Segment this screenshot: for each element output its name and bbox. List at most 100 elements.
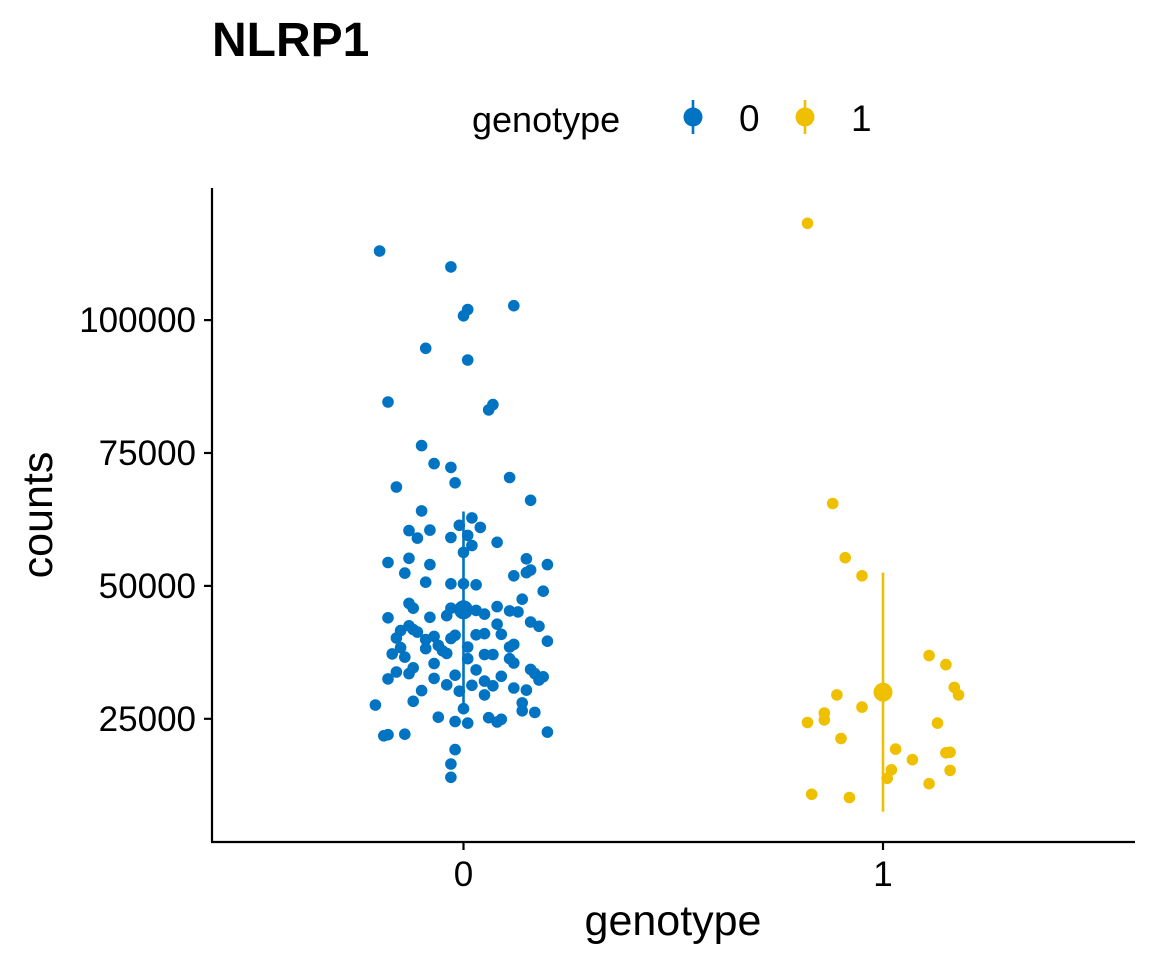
data-point-genotype-1 [835,732,847,745]
data-point-genotype-0 [382,396,394,408]
data-point-genotype-0 [508,657,520,669]
data-point-genotype-0 [512,606,524,618]
data-point-genotype-0 [470,664,482,676]
data-point-genotype-0 [470,579,482,591]
data-point-genotype-0 [508,570,520,582]
data-point-genotype-1 [843,791,856,804]
data-point-genotype-0 [478,648,491,661]
y-axis-ticks: 25000 50000 75000 100000 [79,301,212,739]
data-point-genotype-0 [445,261,457,273]
data-point-genotype-1 [801,716,814,729]
data-point-genotype-0 [478,689,491,701]
data-point-genotype-0 [461,529,474,542]
data-point-genotype-0 [491,716,503,728]
data-point-genotype-0 [520,553,533,565]
legend-key-point [683,107,703,127]
legend-key-point [795,107,815,127]
data-point-genotype-0 [390,632,403,644]
data-point-genotype-0 [411,626,424,638]
data-point-genotype-1 [931,717,944,729]
data-point-genotype-0 [419,576,432,588]
data-point-genotype-0 [445,758,457,770]
data-point-genotype-0 [491,536,503,549]
data-point-genotype-0 [440,647,453,660]
data-point-genotype-0 [449,477,461,489]
data-point-genotype-0 [419,342,432,355]
data-point-genotype-0 [461,354,474,366]
x-tick-label: 1 [873,855,892,894]
data-point-genotype-0 [390,481,403,493]
chart-title: NLRP1 [212,14,369,67]
data-point-genotype-0 [407,602,420,614]
data-point-genotype-1 [831,689,843,701]
data-point-genotype-0 [399,567,411,579]
data-point-genotype-0 [461,652,474,665]
data-point-genotype-0 [445,531,457,544]
data-point-genotype-0 [415,439,428,452]
mean-point-genotype-1 [873,682,893,702]
data-point-genotype-0 [382,612,394,624]
data-point-genotype-0 [537,585,549,597]
data-point-genotype-1 [952,689,965,701]
data-point-genotype-0 [482,404,495,416]
y-tick-label: 100000 [79,301,196,340]
data-point-genotype-0 [445,771,457,784]
data-point-genotype-1 [923,649,935,662]
data-point-genotype-0 [491,618,503,630]
data-point-genotype-0 [541,558,554,571]
data-point-genotype-0 [424,524,436,536]
data-point-genotype-0 [487,648,499,661]
data-point-genotype-0 [495,628,508,641]
data-point-genotype-0 [419,633,432,646]
data-point-genotype-0 [520,684,533,696]
data-point-genotype-0 [415,505,428,517]
data-point-genotype-0 [378,730,390,742]
legend-item-genotype-1: 1 [795,98,872,139]
y-tick-label: 25000 [99,700,196,739]
data-point-genotype-0 [403,524,415,537]
data-point-genotype-1 [805,788,818,801]
data-point-genotype-0 [466,512,478,524]
data-point-genotype-0 [503,471,516,484]
data-point-genotype-0 [369,699,382,711]
data-point-genotype-0 [411,532,424,544]
data-point-genotype-0 [529,706,541,719]
data-point-genotype-0 [508,299,520,312]
data-point-genotype-0 [449,743,461,756]
data-point-genotype-0 [373,245,386,257]
data-point-genotype-0 [520,566,533,579]
data-point-genotype-1 [826,497,839,510]
data-point-genotype-0 [428,657,440,670]
data-point-genotype-0 [487,680,499,692]
data-point-genotype-0 [466,679,478,692]
data-point-genotype-0 [541,726,554,738]
data-point-genotype-0 [394,641,407,654]
data-point-genotype-0 [445,632,457,645]
data-point-genotype-0 [461,717,474,729]
data-point-genotype-0 [503,641,516,653]
data-point-genotype-0 [491,600,503,613]
y-axis-title: counts [14,452,62,579]
plot-area [369,217,965,812]
data-point-genotype-0 [440,609,453,622]
data-point-genotype-0 [445,461,457,474]
y-tick-label: 75000 [99,434,196,473]
data-point-genotype-1 [881,772,893,785]
data-point-genotype-1 [889,743,902,755]
data-point-genotype-0 [524,494,537,507]
data-point-genotype-1 [856,701,868,713]
data-point-genotype-0 [440,679,453,691]
data-point-genotype-0 [403,667,415,680]
legend-title: genotype [472,99,620,140]
legend: genotype 0 1 [472,98,872,140]
data-point-genotype-0 [541,635,554,647]
data-point-genotype-1 [839,551,851,564]
data-point-genotype-1 [944,746,956,759]
data-point-genotype-0 [478,627,491,640]
data-point-genotype-0 [403,552,415,565]
y-tick-label: 50000 [99,567,196,606]
data-point-genotype-0 [432,711,445,723]
data-point-genotype-0 [428,672,440,685]
data-point-genotype-0 [424,558,436,571]
